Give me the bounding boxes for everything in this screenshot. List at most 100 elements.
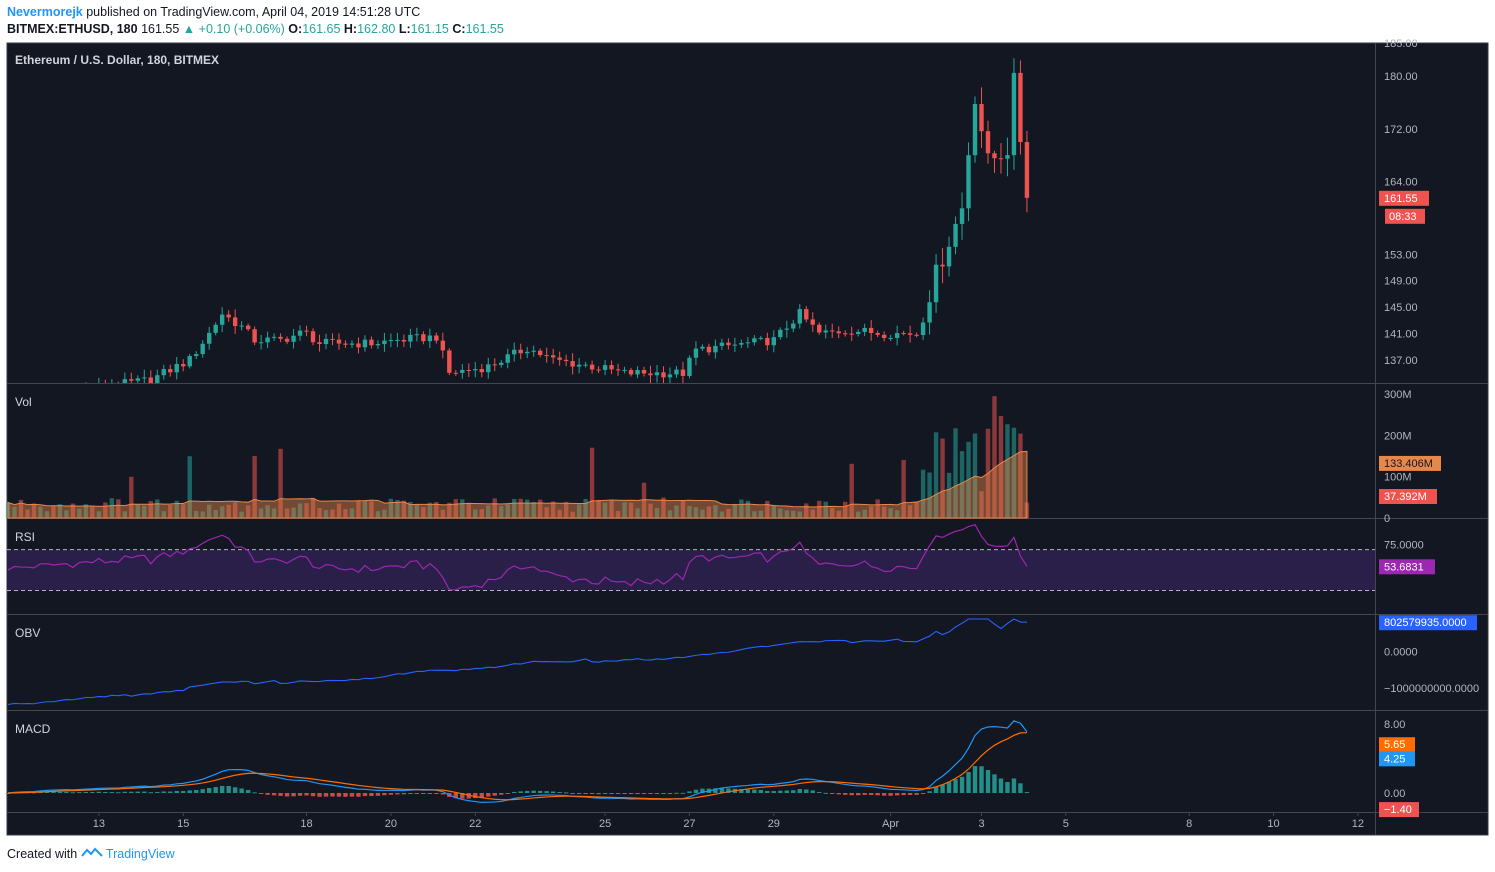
- macd-hist-bar: [914, 793, 919, 795]
- macd-hist-bar: [200, 789, 205, 794]
- macd-hist-bar: [64, 791, 69, 794]
- macd-hist-bar: [291, 793, 296, 797]
- candle: [142, 369, 147, 383]
- macd-hist-bar: [414, 793, 420, 795]
- candle-body: [985, 131, 991, 154]
- macd-hist-bar: [96, 791, 102, 794]
- macd-hist-bar: [927, 791, 932, 794]
- macd-hist-bar: [284, 793, 290, 797]
- candle-body: [583, 364, 588, 366]
- macd-hist-bar: [194, 790, 199, 794]
- macd-hist-bar: [609, 793, 614, 795]
- candle: [648, 365, 653, 383]
- macd-hist-bar: [648, 793, 653, 795]
- volume-bar: [486, 505, 491, 518]
- author-link[interactable]: Nevermorejk: [7, 5, 83, 19]
- candle: [304, 325, 309, 337]
- volume-bar: [771, 504, 777, 518]
- candle-body: [881, 334, 887, 338]
- high-label: H:: [343, 22, 358, 36]
- candle-body: [388, 340, 394, 342]
- macd-hist-bar: [959, 776, 965, 794]
- candle: [998, 143, 1004, 174]
- tradingview-brand-link[interactable]: TradingView: [105, 847, 175, 861]
- candle: [499, 360, 504, 368]
- volume-bar: [96, 511, 102, 518]
- volume-bar: [544, 507, 549, 518]
- volume-label: Vol: [15, 395, 32, 409]
- macd-tick-label: 8.00: [1384, 719, 1405, 731]
- candle: [758, 335, 764, 341]
- candle-body: [752, 338, 757, 343]
- macd-hist-bar: [797, 789, 802, 794]
- volume-bar: [161, 511, 166, 518]
- macd-hist-bar: [719, 788, 725, 794]
- candle-body: [836, 331, 841, 334]
- candle: [382, 332, 387, 352]
- volume-bar: [51, 506, 56, 518]
- volume-bar: [706, 506, 712, 518]
- candle: [868, 320, 874, 341]
- candle: [940, 247, 945, 284]
- candle: [414, 327, 420, 342]
- macd-hist-bar: [765, 790, 770, 794]
- macd-hist-bar: [713, 788, 718, 794]
- volume-bar: [804, 503, 809, 518]
- time-tick-label: 3: [978, 818, 984, 830]
- macd-hist-bar: [953, 779, 958, 794]
- candle: [888, 334, 893, 342]
- volume-bar: [362, 500, 368, 518]
- candle-body: [181, 364, 186, 367]
- candle-body: [537, 350, 543, 356]
- volume-last-tag: [1379, 489, 1437, 504]
- volume-bar: [667, 510, 673, 518]
- candle-body: [765, 337, 770, 346]
- candle: [473, 362, 478, 378]
- candle: [440, 332, 446, 359]
- candle: [550, 348, 556, 364]
- macd-signal-label: 5.65: [1384, 739, 1405, 751]
- volume-bar: [245, 505, 251, 518]
- volume-bar: [791, 510, 796, 518]
- candle: [291, 328, 296, 349]
- macd-hist-bar: [589, 793, 595, 795]
- low-value: 161.15: [410, 22, 449, 36]
- volume-bar: [525, 499, 530, 518]
- candle: [505, 348, 510, 369]
- candle-body: [219, 314, 225, 325]
- candle-body: [421, 334, 426, 342]
- obv-pane: OBV 0.0000 −1000000000.0000 802579935.0000: [7, 615, 1479, 706]
- time-tick-label: 25: [599, 818, 611, 830]
- volume-bar: [914, 501, 919, 518]
- candle: [537, 348, 543, 358]
- candle: [486, 357, 491, 379]
- candle: [843, 330, 848, 337]
- candle: [284, 336, 290, 345]
- macd-hist-bar: [966, 772, 971, 794]
- volume-bar: [979, 491, 984, 518]
- candle-body: [680, 369, 686, 376]
- macd-hist-bar: [531, 790, 536, 794]
- candle: [609, 360, 614, 375]
- candle-body: [486, 364, 491, 373]
- macd-hist-bar: [382, 793, 387, 796]
- volume-bar: [466, 502, 471, 518]
- macd-hist-bar: [739, 789, 744, 794]
- macd-hist-bar: [661, 793, 666, 795]
- publish-info: Nevermorejk published on TradingView.com…: [7, 5, 420, 19]
- candle-body: [862, 327, 867, 332]
- macd-hist-bar: [83, 791, 89, 794]
- candle: [356, 337, 361, 354]
- volume-bar: [155, 499, 160, 518]
- volume-bar: [460, 499, 465, 518]
- candle-body: [349, 343, 355, 345]
- volume-bar: [648, 503, 653, 518]
- volume-bar: [278, 448, 283, 518]
- macd-hist-bar: [622, 793, 627, 795]
- macd-hist-bar: [343, 793, 348, 797]
- candle-body: [563, 359, 569, 362]
- macd-hist-bar: [920, 793, 926, 795]
- macd-hist-bar: [349, 793, 355, 797]
- published-text: published on TradingView.com, April 04, …: [86, 5, 421, 19]
